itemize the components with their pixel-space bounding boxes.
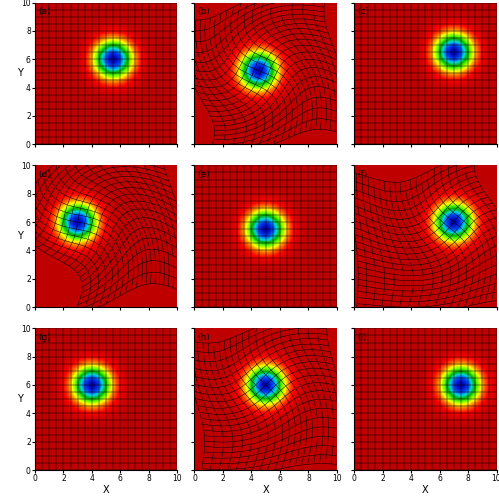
Text: (a): (a) xyxy=(38,6,50,16)
X-axis label: X: X xyxy=(262,484,269,494)
Text: (c): (c) xyxy=(357,6,369,16)
X-axis label: X: X xyxy=(103,484,109,494)
Text: (i): (i) xyxy=(357,332,367,342)
Text: (e): (e) xyxy=(197,170,210,178)
Y-axis label: Y: Y xyxy=(17,231,22,241)
Text: (b): (b) xyxy=(197,6,210,16)
Text: (d): (d) xyxy=(38,170,50,178)
Text: (g): (g) xyxy=(38,332,50,342)
Text: (f): (f) xyxy=(357,170,367,178)
Text: (h): (h) xyxy=(197,332,210,342)
Y-axis label: Y: Y xyxy=(17,394,22,404)
Y-axis label: Y: Y xyxy=(17,68,22,78)
X-axis label: X: X xyxy=(422,484,429,494)
